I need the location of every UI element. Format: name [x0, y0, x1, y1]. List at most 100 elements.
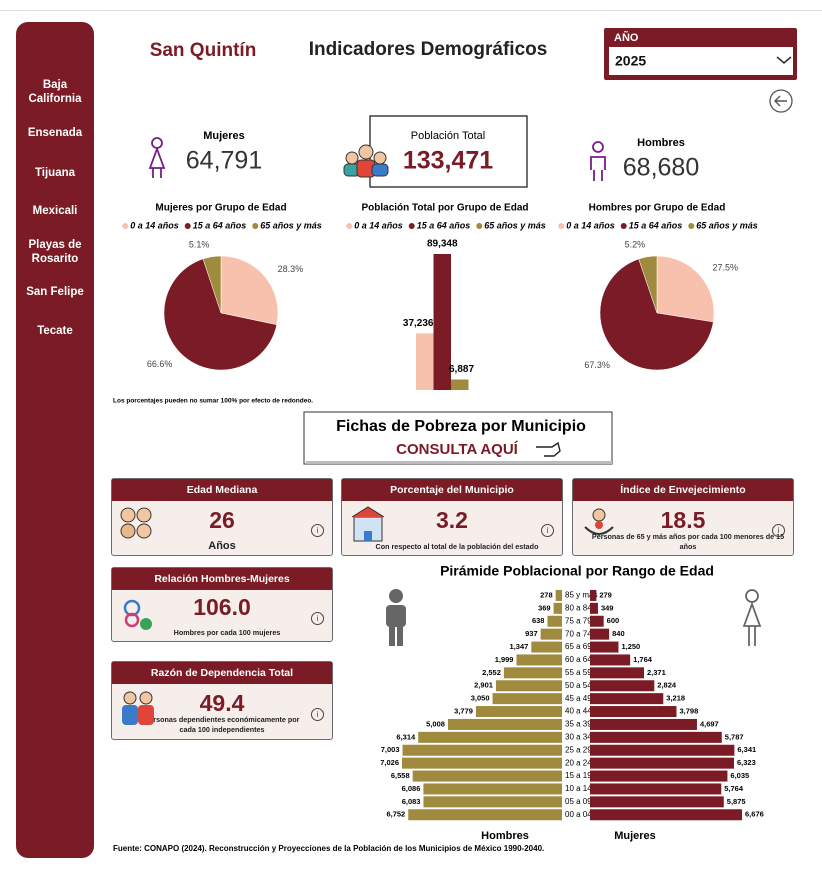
button-shadow: [306, 461, 612, 464]
legend-swatch: [408, 223, 415, 229]
data-label: 6,314: [396, 732, 416, 741]
kpi-card: Relación Hombres-Mujeres 106.0 Hombres por…: [111, 567, 333, 642]
card-caption: Con respecto al total de la población de…: [375, 542, 539, 551]
card-caption: Hombres por cada 100 mujeres: [173, 628, 281, 637]
data-label: 3,218: [666, 694, 685, 703]
bar: [590, 744, 735, 756]
card-icon: [118, 594, 158, 634]
bar: [402, 744, 562, 756]
data-label: 369: [538, 603, 551, 612]
bar: [408, 809, 562, 821]
data-label: 2,901: [474, 681, 493, 690]
bar: [492, 693, 562, 705]
category-label: 15 a 19: [565, 771, 592, 780]
icon-art: [584, 508, 614, 535]
bar: [418, 731, 562, 743]
nav-item[interactable]: San Felipe: [26, 286, 84, 298]
data-label: 1,764: [633, 655, 653, 664]
data-label: 937: [525, 629, 538, 638]
legend-swatch: [688, 223, 695, 229]
category-label: 10 a 14: [565, 784, 592, 793]
info-icon[interactable]: i: [311, 611, 324, 625]
bar: [447, 718, 562, 730]
data-label: 6,083: [402, 797, 421, 806]
note: Los porcentajes pueden no sumar 100% por…: [113, 398, 313, 405]
legend-label: 15 a 64 años: [417, 220, 471, 230]
icon-art: [123, 599, 152, 630]
women-icon: [148, 137, 166, 178]
data-label: 28.3%: [278, 264, 304, 274]
nav-item[interactable]: Playas de Rosarito: [28, 239, 82, 265]
data-label: 6,341: [737, 745, 756, 754]
data-label: 2,552: [482, 668, 501, 677]
bar: [423, 783, 562, 795]
poverty-button[interactable]: Fichas de Pobreza por Municipio CONSULTA…: [303, 411, 613, 465]
legend: 0 a 14 años 15 a 64 años 65 años y más: [558, 220, 758, 230]
card-icon: [348, 505, 388, 545]
icon-art: [120, 507, 152, 539]
category-label: 20 a 24: [565, 758, 592, 767]
button-frame[interactable]: [303, 411, 613, 465]
year-select[interactable]: [609, 47, 793, 75]
bar: [412, 770, 562, 782]
data-label: 349: [601, 603, 614, 612]
card-icon: [118, 688, 158, 728]
data-label: 6,035: [730, 771, 749, 780]
bar: [590, 615, 604, 627]
category-label: 05 a 09: [565, 797, 592, 806]
data-label: 6,752: [386, 810, 405, 819]
top-rule: [0, 10, 822, 11]
data-label: 66.6%: [147, 359, 173, 369]
card-caption: Personas dependientes económicamente por…: [144, 715, 300, 734]
card-title: Relación Hombres-Mujeres: [112, 568, 332, 590]
card-value: 18.5: [660, 507, 706, 533]
data-label: 600: [607, 616, 620, 625]
bar: [433, 254, 451, 390]
data-label: 3,779: [454, 707, 473, 716]
men-label: Hombres: [637, 137, 685, 149]
bar: [590, 602, 598, 614]
button-title: Fichas de Pobreza por Municipio: [336, 418, 586, 435]
category-label: 60 a 64: [565, 655, 592, 664]
info-icon[interactable]: i: [772, 524, 785, 537]
category-label: 35 a 39: [565, 720, 592, 729]
data-label: 6,323: [737, 758, 756, 767]
pie-slice: [163, 258, 278, 371]
legend-swatch: [476, 223, 483, 229]
nav-item[interactable]: Tecate: [37, 325, 73, 337]
bar: [540, 628, 562, 640]
data-label: 2,824: [657, 681, 677, 690]
card-value: 26: [209, 507, 235, 533]
nav-item[interactable]: Tijuana: [34, 167, 76, 179]
category-label: 70 a 74: [565, 629, 592, 638]
card-title: Edad Mediana: [112, 479, 332, 501]
data-label: 1,250: [621, 642, 640, 651]
bar: [423, 796, 562, 808]
info-icon[interactable]: i: [311, 707, 324, 721]
back-button[interactable]: [769, 89, 793, 113]
year-filter[interactable]: AÑO 2025: [604, 28, 797, 80]
card-value: 106.0: [193, 594, 251, 620]
info-icon[interactable]: i: [541, 524, 554, 537]
bar: [590, 770, 728, 782]
nav-item[interactable]: Ensenada: [27, 127, 83, 139]
data-label: 7,003: [381, 745, 400, 754]
category-label: 85 y más: [565, 591, 597, 600]
category-label: 55 a 59: [565, 668, 592, 677]
data-label: 1,347: [510, 642, 529, 651]
category-label: 80 a 84: [565, 603, 592, 612]
nav-item[interactable]: Baja California: [28, 79, 82, 105]
legend-label: 65 años y más: [484, 220, 546, 230]
data-label: 7,026: [380, 758, 399, 767]
chart-title: Pirámide Poblacional por Rango de Edad: [440, 563, 714, 579]
icon-art: [351, 506, 385, 542]
bar: [495, 680, 562, 692]
axis-label: Mujeres: [614, 830, 656, 842]
bar: [590, 757, 734, 769]
bar: [590, 796, 724, 808]
info-icon[interactable]: i: [311, 524, 324, 537]
bar: [590, 641, 619, 653]
nav-item[interactable]: Mexicali: [32, 205, 78, 217]
category-label: 65 a 69: [565, 642, 592, 651]
